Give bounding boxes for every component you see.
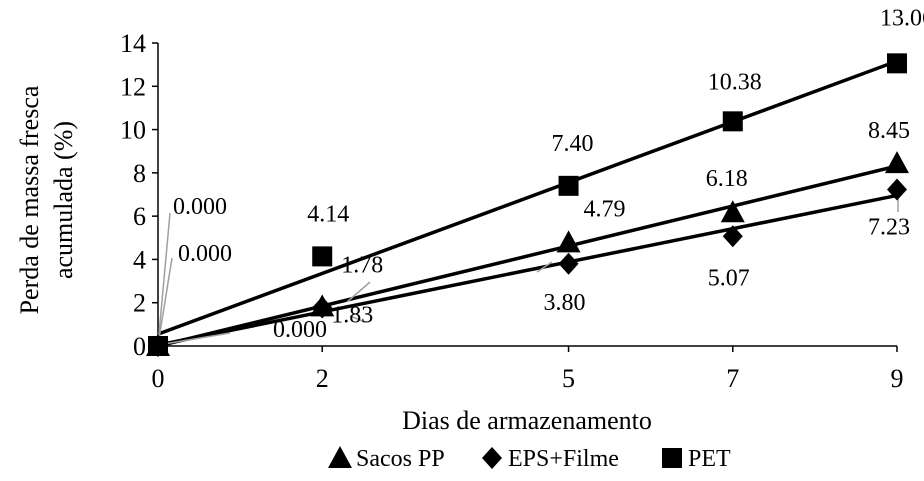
y-tick-label: 0 — [133, 332, 146, 361]
label-leader-line — [157, 212, 171, 346]
axes: 0 2 4 6 8 10 12 14 0 2 5 7 9 — [120, 29, 904, 393]
data-label: 10.38 — [708, 69, 762, 95]
label-leaders — [157, 199, 899, 346]
label-leader-line — [536, 261, 553, 273]
data-label: 8.45 — [868, 118, 910, 144]
legend-marker — [482, 447, 502, 469]
label-leader-line — [349, 315, 366, 323]
legend-label: PET — [688, 446, 731, 472]
data-point — [148, 336, 168, 356]
legend-marker — [662, 448, 682, 468]
legend-label: EPS+Filme — [508, 446, 619, 472]
data-label: 0.000 — [273, 317, 327, 343]
y-tick-label: 4 — [133, 245, 146, 274]
y-tick-label: 8 — [133, 159, 146, 188]
data-label: 7.40 — [552, 131, 594, 157]
data-label: 1.78 — [341, 252, 383, 278]
x-tick-label: 9 — [891, 364, 904, 393]
x-tick-label: 7 — [726, 364, 739, 393]
trendline-eps-filme — [157, 193, 898, 347]
label-leader-line — [346, 281, 371, 303]
data-point — [885, 151, 909, 174]
data-label: 3.80 — [544, 290, 586, 316]
data-point — [312, 296, 333, 319]
data-point — [887, 53, 907, 74]
data-label: 6.18 — [706, 166, 748, 192]
legend: Sacos PP EPS+Filme PET — [328, 446, 731, 472]
label-leader-line — [157, 257, 173, 346]
y-axis-title-line1: Perda de massa fresca — [15, 85, 44, 314]
y-axis-title-line2: acumulada (%) — [49, 121, 78, 279]
trendline-pet — [157, 59, 898, 336]
data-point — [556, 230, 581, 253]
data-point — [558, 175, 579, 196]
trendline-sacos-pp — [157, 164, 898, 348]
data-point — [722, 111, 743, 132]
data-point — [720, 200, 745, 223]
data-label: 1.83 — [331, 302, 373, 328]
data-label: 4.14 — [307, 201, 349, 227]
label-leader-line — [157, 332, 231, 346]
legend-marker — [328, 446, 352, 468]
y-tick-label: 6 — [133, 202, 146, 231]
markers — [146, 53, 909, 357]
x-tick-label: 2 — [316, 364, 329, 393]
data-label: 4.79 — [584, 196, 626, 222]
trendlines — [157, 59, 898, 348]
data-point — [558, 252, 579, 275]
data-label: 13.06 — [880, 5, 924, 31]
data-label: 0.000 — [173, 194, 227, 220]
data-label: 7.23 — [868, 215, 910, 241]
y-tick-label: 10 — [120, 116, 146, 145]
y-tick-label: 14 — [120, 29, 146, 58]
legend-label: Sacos PP — [356, 446, 445, 472]
data-point — [722, 225, 743, 248]
x-tick-label: 5 — [562, 364, 575, 393]
data-point — [887, 178, 907, 201]
y-tick-label: 2 — [133, 289, 146, 318]
data-point — [312, 246, 333, 267]
x-tick-label: 0 — [152, 364, 165, 393]
data-label: 0.000 — [178, 241, 232, 267]
data-label: 5.07 — [708, 265, 750, 291]
x-axis-title: Dias de armazenamento — [402, 406, 652, 435]
y-tick-label: 12 — [120, 72, 146, 101]
